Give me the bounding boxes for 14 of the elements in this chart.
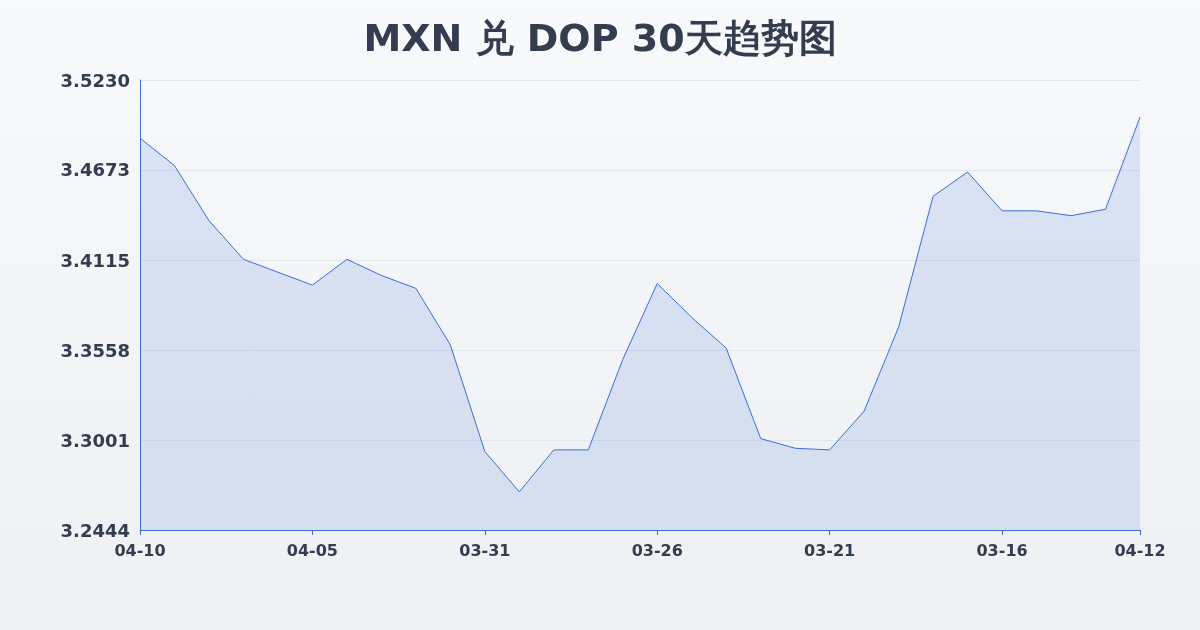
y-tick-label: 3.4115 [60, 249, 130, 271]
chart-title: MXN 兑 DOP 30天趋势图 [363, 16, 837, 60]
x-tick-label: 03-21 [804, 540, 856, 560]
y-tick-label: 3.3001 [60, 429, 130, 451]
x-tick-label: 03-26 [631, 540, 683, 560]
x-tick-label: 04-12 [1114, 540, 1166, 560]
y-tick-label: 3.3558 [60, 339, 130, 361]
y-tick-label: 3.5230 [60, 69, 130, 91]
x-tick-label: 04-05 [286, 540, 338, 560]
x-tick-label: 04-10 [114, 540, 166, 560]
y-tick-label: 3.4673 [60, 159, 130, 181]
y-tick-label: 3.2444 [60, 519, 130, 541]
x-tick-label: 03-31 [459, 540, 511, 560]
x-tick-label: 03-16 [976, 540, 1028, 560]
